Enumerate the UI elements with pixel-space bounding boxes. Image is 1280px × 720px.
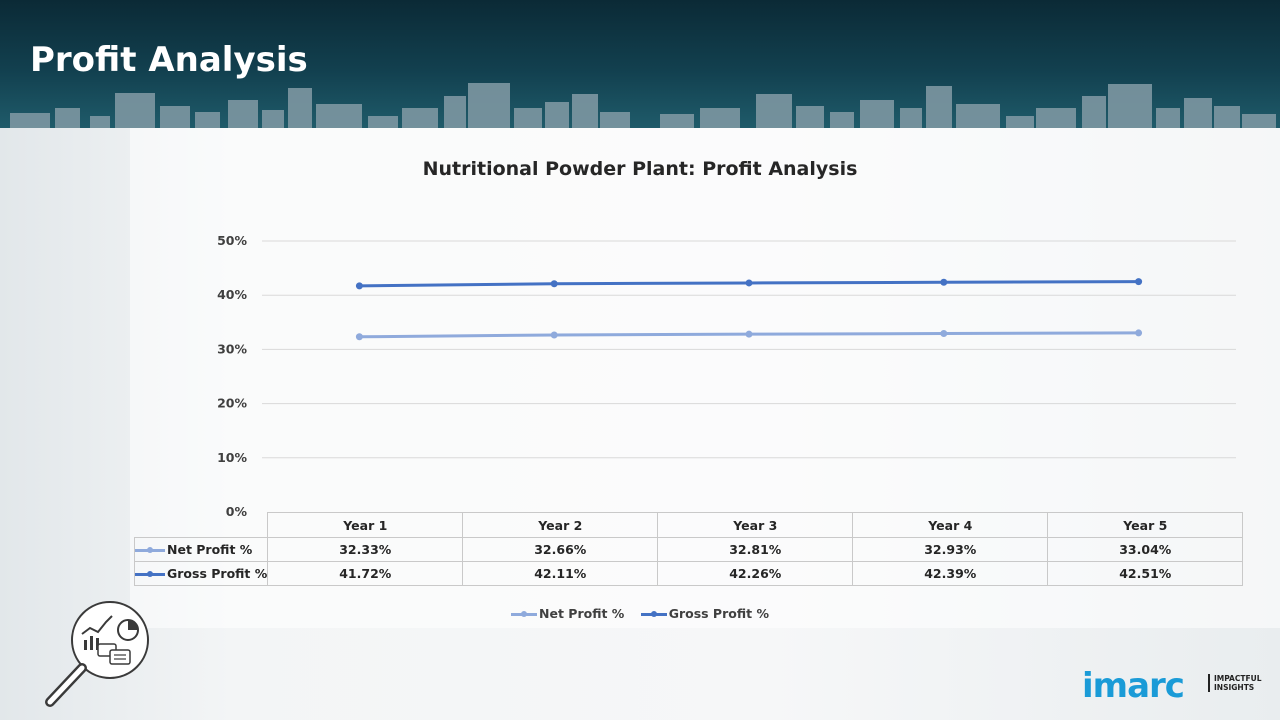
logo-tagline-line: INSIGHTS	[1214, 683, 1255, 692]
data-label: 32.66%	[462, 537, 659, 562]
series-label-gross-profit: Gross Profit %	[133, 561, 269, 586]
data-point	[1135, 329, 1143, 337]
data-label: 33.04%	[1047, 537, 1244, 562]
series-name: Net Profit %	[167, 542, 253, 557]
data-table-corner	[135, 513, 268, 538]
y-tick-label: 20%	[217, 396, 247, 411]
line-chart: 0% 10% 20% 30% 40% 50%	[217, 233, 1236, 519]
legend-key-gross-profit	[640, 611, 667, 617]
chart-legend: Net Profit % Gross Profit %	[0, 606, 1280, 621]
y-tick-label: 10%	[217, 450, 247, 465]
magnifier-analytics-icon	[45, 601, 149, 707]
header-banner: Profit Analysis	[0, 0, 1280, 128]
series-name: Gross Profit %	[167, 566, 268, 581]
data-table: Year 1 Year 2 Year 3 Year 4 Year 5 Net P…	[133, 512, 1244, 586]
data-label: 42.51%	[1047, 561, 1244, 586]
y-tick-label: 50%	[217, 233, 247, 248]
data-point	[745, 279, 753, 287]
data-point	[355, 333, 363, 341]
data-table-header-row: Year 1 Year 2 Year 3 Year 4 Year 5	[135, 512, 1244, 538]
data-label: 42.11%	[462, 561, 659, 586]
y-tick-label: 0%	[226, 504, 248, 519]
data-table-row-net-profit: Net Profit % 32.33% 32.66% 32.81% 32.93%…	[133, 537, 1244, 562]
data-point	[550, 280, 558, 288]
data-point	[355, 282, 363, 290]
data-label: 42.39%	[852, 561, 1049, 586]
category-label: Year 2	[462, 512, 659, 538]
series-label-net-profit: Net Profit %	[133, 537, 269, 562]
data-table-row-gross-profit: Gross Profit % 41.72% 42.11% 42.26% 42.3…	[133, 561, 1244, 586]
legend-key-net-profit	[511, 611, 538, 617]
logo-tagline: IMPACTFUL INSIGHTS	[1208, 674, 1261, 692]
gridlines	[262, 240, 1236, 459]
data-point	[940, 330, 948, 338]
category-label: Year 3	[657, 512, 854, 538]
data-label: 32.33%	[267, 537, 464, 562]
data-label: 42.26%	[657, 561, 854, 586]
data-label: 41.72%	[267, 561, 464, 586]
logo-tagline-line: IMPACTFUL	[1214, 674, 1262, 683]
city-skyline-graphic	[10, 83, 1276, 128]
series-points	[355, 278, 1143, 341]
category-label: Year 1	[267, 512, 464, 538]
chart-title: Nutritional Powder Plant: Profit Analysi…	[422, 158, 858, 180]
legend-item-gross-profit: Gross Profit %	[640, 606, 769, 621]
data-point	[745, 330, 753, 338]
data-point	[1135, 278, 1143, 286]
series-lines	[359, 280, 1139, 339]
category-label: Year 4	[852, 512, 1049, 538]
category-label: Year 5	[1047, 512, 1244, 538]
legend-item-net-profit: Net Profit %	[511, 606, 624, 621]
legend-key-net-profit	[135, 547, 165, 553]
data-label: 32.81%	[657, 537, 854, 562]
page-title: Profit Analysis	[30, 40, 308, 80]
logo-wordmark: imarc	[1082, 666, 1185, 706]
data-point	[550, 331, 558, 339]
legend-label: Net Profit %	[539, 606, 625, 621]
y-axis: 0% 10% 20% 30% 40% 50%	[217, 233, 247, 519]
data-label: 32.93%	[852, 537, 1049, 562]
imarc-logo: imarc IMPACTFUL INSIGHTS	[1082, 660, 1262, 706]
data-point	[940, 278, 948, 286]
y-tick-label: 40%	[217, 287, 247, 302]
legend-key-gross-profit	[135, 571, 165, 577]
legend-label: Gross Profit %	[668, 606, 769, 621]
y-tick-label: 30%	[217, 341, 247, 356]
